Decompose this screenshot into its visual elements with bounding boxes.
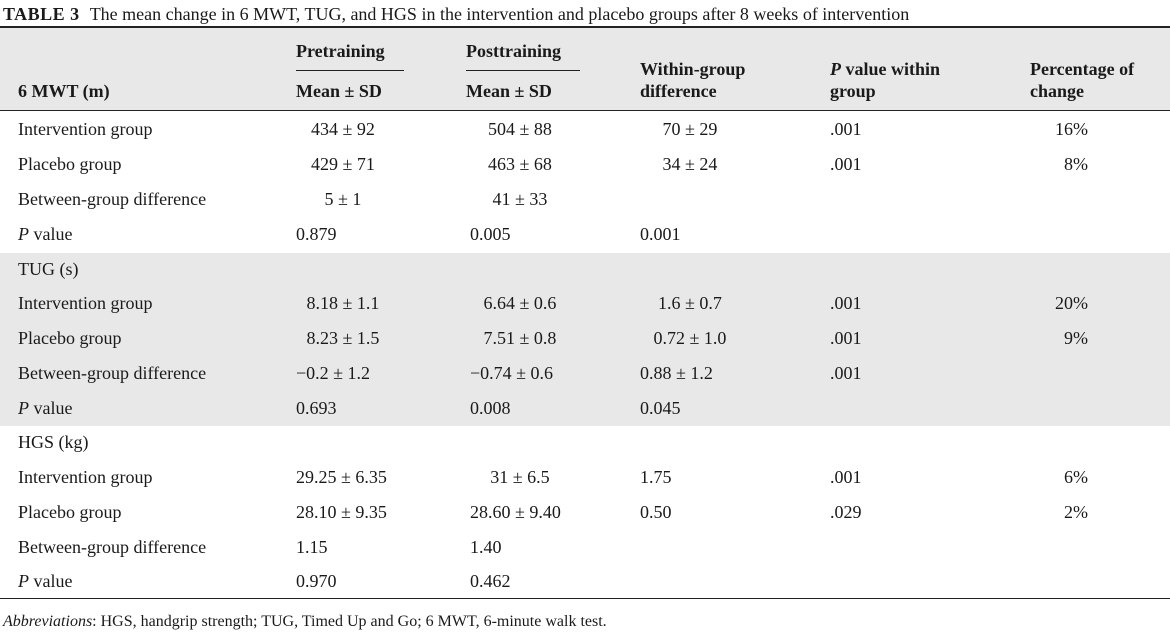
table-row: P value 0.693 0.008 0.045 — [0, 391, 1170, 425]
table-row: P value 0.879 0.005 0.001 — [0, 217, 1170, 251]
cell-p: .001 — [830, 363, 862, 383]
cell-p: .001 — [830, 328, 862, 348]
cell-pre: 0.970 — [296, 571, 337, 591]
row-label: Placebo group — [18, 328, 122, 348]
cell-pre: 8.18 ± 1.1 — [306, 293, 380, 313]
row-label: Between-group difference — [18, 537, 207, 557]
table-row: Intervention group 29.25 ± 6.35 31 ± 6.5… — [0, 460, 1170, 494]
cell-pre: −0.2 ± 1.2 — [296, 363, 371, 383]
cell-p: .001 — [830, 154, 862, 174]
table-header: 6 MWT (m) Pretraining Mean ± SD Posttrai… — [0, 28, 1170, 110]
row-label: Intervention group — [18, 467, 153, 487]
header-p-within-line2: group — [830, 81, 876, 101]
table-footnote: Abbreviations: HGS, handgrip strength; T… — [3, 612, 607, 632]
cell-post: 1.40 — [470, 537, 502, 557]
section-label-6mwt: 6 MWT (m) — [18, 81, 110, 101]
header-within-line2: difference — [640, 81, 717, 101]
cell-pre: 28.10 ± 9.35 — [296, 502, 387, 522]
cell-pct: 6% — [1064, 467, 1088, 487]
cell-pre: 429 ± 71 — [311, 154, 375, 174]
row-label: P value — [18, 398, 73, 418]
cell-pre: 8.23 ± 1.5 — [306, 328, 380, 348]
header-pct-line1: Percentage of — [1030, 59, 1135, 79]
cell-post: 28.60 ± 9.40 — [470, 502, 561, 522]
header-pretraining: Pretraining — [296, 41, 385, 61]
cell-post: 0.008 — [470, 398, 511, 418]
row-label: Intervention group — [18, 119, 153, 139]
cell-post: 504 ± 88 — [488, 119, 552, 139]
row-label: Intervention group — [18, 293, 153, 313]
table-row: Placebo group 28.10 ± 9.35 28.60 ± 9.40 … — [0, 495, 1170, 529]
header-posttraining-sub: Mean ± SD — [466, 81, 552, 101]
table-row: Placebo group 429 ± 71 463 ± 68 34 ± 24 … — [0, 147, 1170, 181]
header-within-line1: Within-group — [640, 59, 746, 79]
row-label: P value — [18, 224, 73, 244]
section-title-tug: TUG (s) — [18, 259, 79, 279]
bottom-rule — [0, 598, 1170, 599]
row-label: P value — [18, 571, 73, 591]
table-caption-text: The mean change in 6 MWT, TUG, and HGS i… — [89, 4, 910, 24]
table-row: P value 0.970 0.462 — [0, 564, 1170, 598]
cell-post: 0.005 — [470, 224, 511, 244]
table-caption: TABLE 3 The mean change in 6 MWT, TUG, an… — [3, 3, 909, 25]
cell-within: 1.75 — [640, 467, 672, 487]
table-row: Placebo group 8.23 ± 1.5 7.51 ± 0.8 0.72… — [0, 321, 1170, 355]
tug-section-shading — [0, 253, 1170, 426]
cell-post: 0.462 — [470, 571, 511, 591]
cell-pre: 5 ± 1 — [324, 189, 362, 209]
cell-pre: 29.25 ± 6.35 — [296, 467, 387, 487]
cell-pct: 8% — [1064, 154, 1088, 174]
cell-pre: 434 ± 92 — [311, 119, 375, 139]
cell-post: 41 ± 33 — [492, 189, 548, 209]
header-rule — [0, 110, 1170, 111]
cell-post: 463 ± 68 — [488, 154, 552, 174]
table-row: Intervention group 8.18 ± 1.1 6.64 ± 0.6… — [0, 286, 1170, 320]
row-label: Placebo group — [18, 502, 122, 522]
cell-p: .029 — [830, 502, 862, 522]
cell-pct: 16% — [1055, 119, 1088, 139]
table-row: Between-group difference 5 ± 1 41 ± 33 — [0, 182, 1170, 216]
table-row: Between-group difference −0.2 ± 1.2 −0.7… — [0, 356, 1170, 390]
cell-p: .001 — [830, 293, 862, 313]
cell-within: 34 ± 24 — [662, 154, 718, 174]
section-title-row: HGS (kg) — [0, 425, 1170, 459]
cell-post: 6.64 ± 0.6 — [483, 293, 557, 313]
cell-pre: 0.879 — [296, 224, 337, 244]
cell-within: 0.001 — [640, 224, 681, 244]
cell-p: .001 — [830, 467, 862, 487]
row-label: Between-group difference — [18, 363, 207, 383]
section-title-row: TUG (s) — [0, 252, 1170, 286]
header-pct-line2: change — [1030, 81, 1084, 101]
posttraining-underline — [466, 70, 580, 71]
cell-pre: 1.15 — [296, 537, 328, 557]
cell-within: 0.045 — [640, 398, 681, 418]
cell-within: 0.50 — [640, 502, 672, 522]
header-posttraining: Posttraining — [466, 41, 562, 61]
cell-within: 0.72 ± 1.0 — [653, 328, 727, 348]
cell-pre: 0.693 — [296, 398, 337, 418]
footnote-text: : HGS, handgrip strength; TUG, Timed Up … — [92, 613, 607, 630]
cell-within: 1.6 ± 0.7 — [658, 293, 722, 313]
cell-post: 31 ± 6.5 — [490, 467, 550, 487]
pretraining-underline — [296, 70, 404, 71]
cell-post: −0.74 ± 0.6 — [470, 363, 554, 383]
footnote-label: Abbreviations — [3, 613, 93, 630]
table-row: Between-group difference 1.15 1.40 — [0, 530, 1170, 564]
header-p-within-line1: P value within — [830, 59, 941, 79]
header-pretraining-sub: Mean ± SD — [296, 81, 382, 101]
section-title-hgs: HGS (kg) — [18, 432, 89, 452]
cell-pct: 2% — [1064, 502, 1088, 522]
table-row: Intervention group 434 ± 92 504 ± 88 70 … — [0, 112, 1170, 146]
cell-post: 7.51 ± 0.8 — [483, 328, 557, 348]
row-label: Placebo group — [18, 154, 122, 174]
cell-within: 0.88 ± 1.2 — [640, 363, 713, 383]
cell-pct: 20% — [1055, 293, 1088, 313]
row-label: Between-group difference — [18, 189, 207, 209]
top-rule — [0, 26, 1170, 28]
cell-pct: 9% — [1064, 328, 1088, 348]
cell-p: .001 — [830, 119, 862, 139]
table-label: TABLE 3 — [3, 4, 80, 24]
cell-within: 70 ± 29 — [662, 119, 718, 139]
